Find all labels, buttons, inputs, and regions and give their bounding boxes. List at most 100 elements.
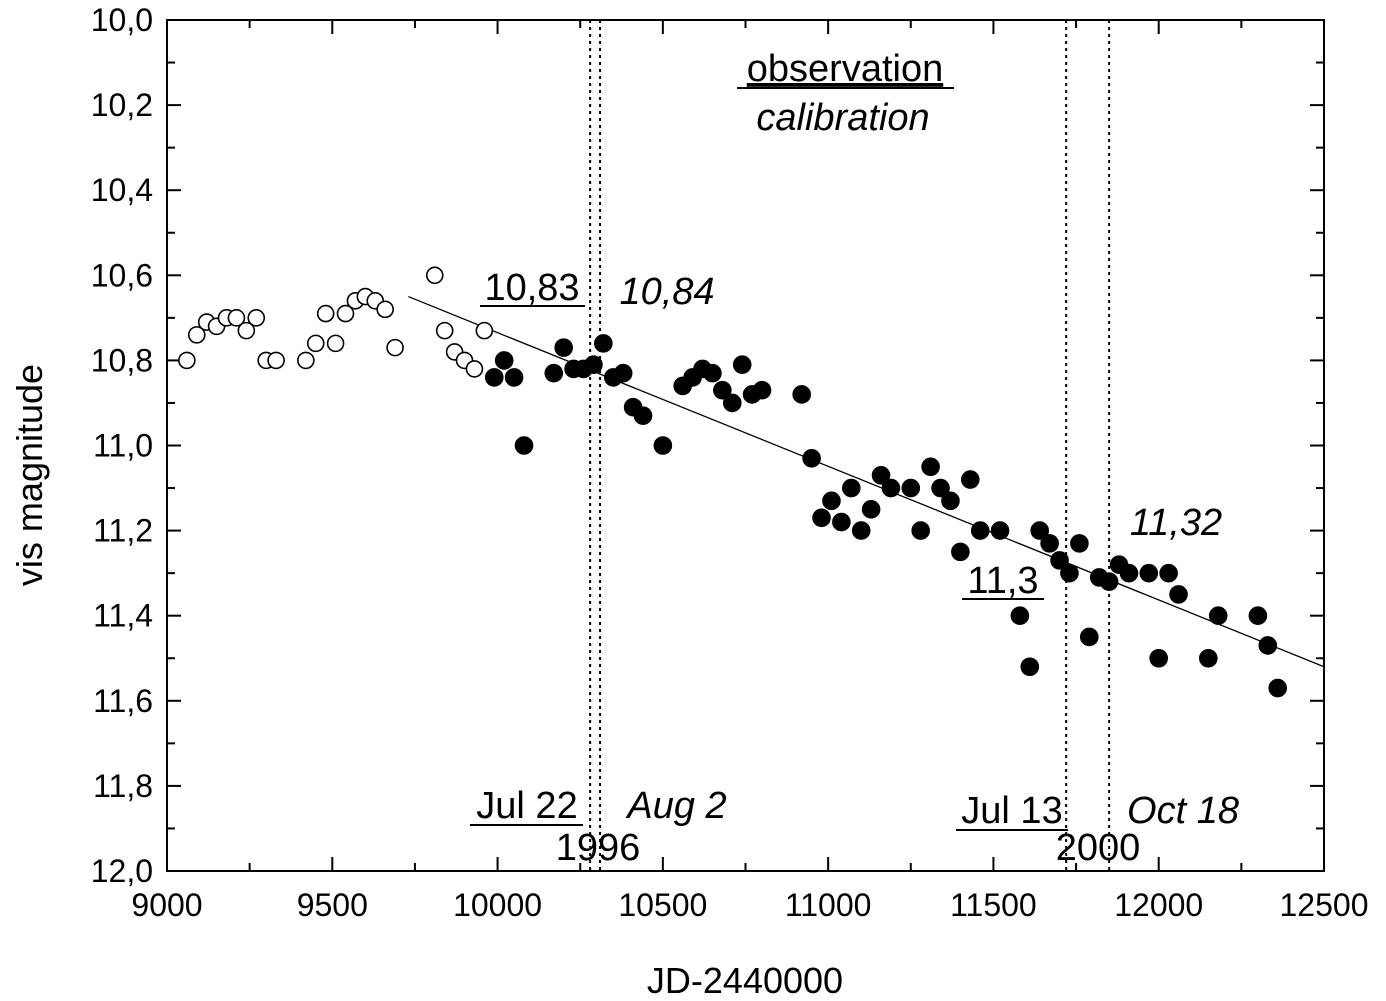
annotation-10-83: 10,83 (484, 267, 579, 309)
data-point-open (475, 321, 494, 340)
data-point-filled (713, 380, 732, 400)
x-tick-label: 10000 (453, 887, 542, 923)
data-point-filled (941, 491, 960, 511)
y-tick-label: 10,6 (91, 257, 153, 293)
data-point-filled (584, 355, 603, 374)
data-point-filled (653, 436, 673, 455)
data-point-filled (871, 465, 891, 485)
data-point-filled (960, 470, 980, 489)
annotation-11-32: 11,32 (1130, 502, 1222, 544)
data-point-filled (1248, 606, 1268, 626)
axes: 9000 9500 10000 10500 11000 11500 12000 12500 10… (91, 2, 1369, 923)
x-tick-label: 12000 (1114, 887, 1203, 923)
data-point-filled (1010, 606, 1030, 626)
data-point-filled (494, 351, 514, 370)
data-point-filled (802, 448, 821, 468)
data-point-filled (1030, 521, 1050, 540)
data-point-filled (1099, 572, 1119, 591)
annotation-11-3: 11,3 (967, 560, 1038, 602)
data-point-filled (1050, 551, 1069, 570)
data-point-open (376, 300, 394, 319)
data-point-open (187, 326, 206, 344)
y-tick-label: 10,4 (91, 172, 153, 208)
data-point-open (425, 266, 444, 285)
annotation-calibration: calibration (756, 97, 929, 139)
data-point-open (316, 304, 335, 323)
data-point-filled (931, 478, 950, 498)
data-point-filled (841, 478, 861, 498)
x-tick-label: 9000 (131, 887, 202, 923)
data-point-open (178, 351, 196, 370)
data-point-filled (633, 406, 653, 426)
y-tick-label: 11,8 (93, 768, 153, 804)
data-point-filled (1070, 534, 1089, 553)
data-point-filled (613, 363, 633, 383)
data-point-open (267, 351, 285, 370)
data-point-filled (594, 334, 613, 353)
annotation-2000: 2000 (1056, 827, 1141, 869)
data-point-filled (851, 521, 871, 540)
annotation-oct18: Oct 18 (1127, 790, 1239, 832)
data-point-open (247, 309, 266, 327)
data-point-filled (504, 368, 524, 387)
data-point-filled (970, 521, 990, 540)
y-tick-label: 10,8 (91, 342, 153, 378)
data-point-filled (1159, 563, 1178, 583)
data-point-filled (911, 521, 931, 540)
y-tick-label: 11,2 (93, 513, 153, 549)
x-tick-label: 10500 (618, 887, 707, 923)
data-point-filled (990, 521, 1010, 540)
data-point-filled (752, 380, 772, 400)
data-point-filled (921, 457, 940, 477)
data-point-filled (1060, 563, 1079, 583)
data-point-filled (732, 355, 752, 374)
x-axis-title: JD-2440000 (647, 960, 843, 1001)
data-point-filled (792, 385, 811, 404)
annotation-1996: 1996 (556, 827, 641, 869)
data-point-filled (544, 363, 564, 383)
data-point-filled (1119, 563, 1139, 583)
data-point-filled (703, 363, 722, 383)
x-tick-label: 11000 (785, 887, 872, 923)
data-point-filled (1040, 534, 1059, 553)
data-point-filled (901, 478, 921, 498)
data-point-filled (1079, 627, 1099, 647)
y-tick-label: 11,0 (93, 428, 153, 464)
data-point-filled (951, 542, 970, 562)
data-point-filled (822, 491, 841, 511)
plot-frame (166, 19, 1325, 872)
trend-line-group (408, 295, 1325, 668)
data-point-open (435, 321, 454, 340)
data-point-open (306, 334, 325, 353)
data-point-open (336, 304, 355, 323)
trend-line (408, 295, 1325, 668)
annotation-jul13: Jul 13 (961, 790, 1062, 832)
data-points (178, 266, 1288, 698)
data-point-filled (1169, 585, 1188, 604)
x-tick-label: 11500 (950, 887, 1037, 923)
x-tick-label: 9500 (297, 887, 368, 923)
data-point-filled (1208, 606, 1228, 626)
data-point-filled (554, 338, 573, 357)
data-point-filled (1020, 657, 1040, 677)
data-point-open (297, 351, 315, 370)
data-point-open (326, 334, 345, 353)
data-point-open (465, 360, 484, 378)
y-tick-label: 10,0 (91, 2, 153, 38)
data-point-filled (1149, 648, 1169, 668)
data-point-filled (881, 478, 901, 498)
data-point-open (386, 338, 404, 357)
annotation-aug2: Aug 2 (625, 785, 726, 827)
data-point-filled (861, 500, 881, 519)
data-point-filled (1258, 636, 1278, 655)
data-point-filled (812, 508, 831, 528)
data-point-filled (1199, 648, 1218, 668)
data-point-filled (1139, 563, 1159, 583)
x-tick-label: 12500 (1280, 887, 1369, 923)
y-tick-label: 12,0 (91, 853, 153, 889)
data-point-open (237, 321, 256, 340)
vertical-markers (589, 20, 1111, 871)
data-point-open (227, 309, 246, 327)
annotation-10-84: 10,84 (619, 271, 714, 313)
